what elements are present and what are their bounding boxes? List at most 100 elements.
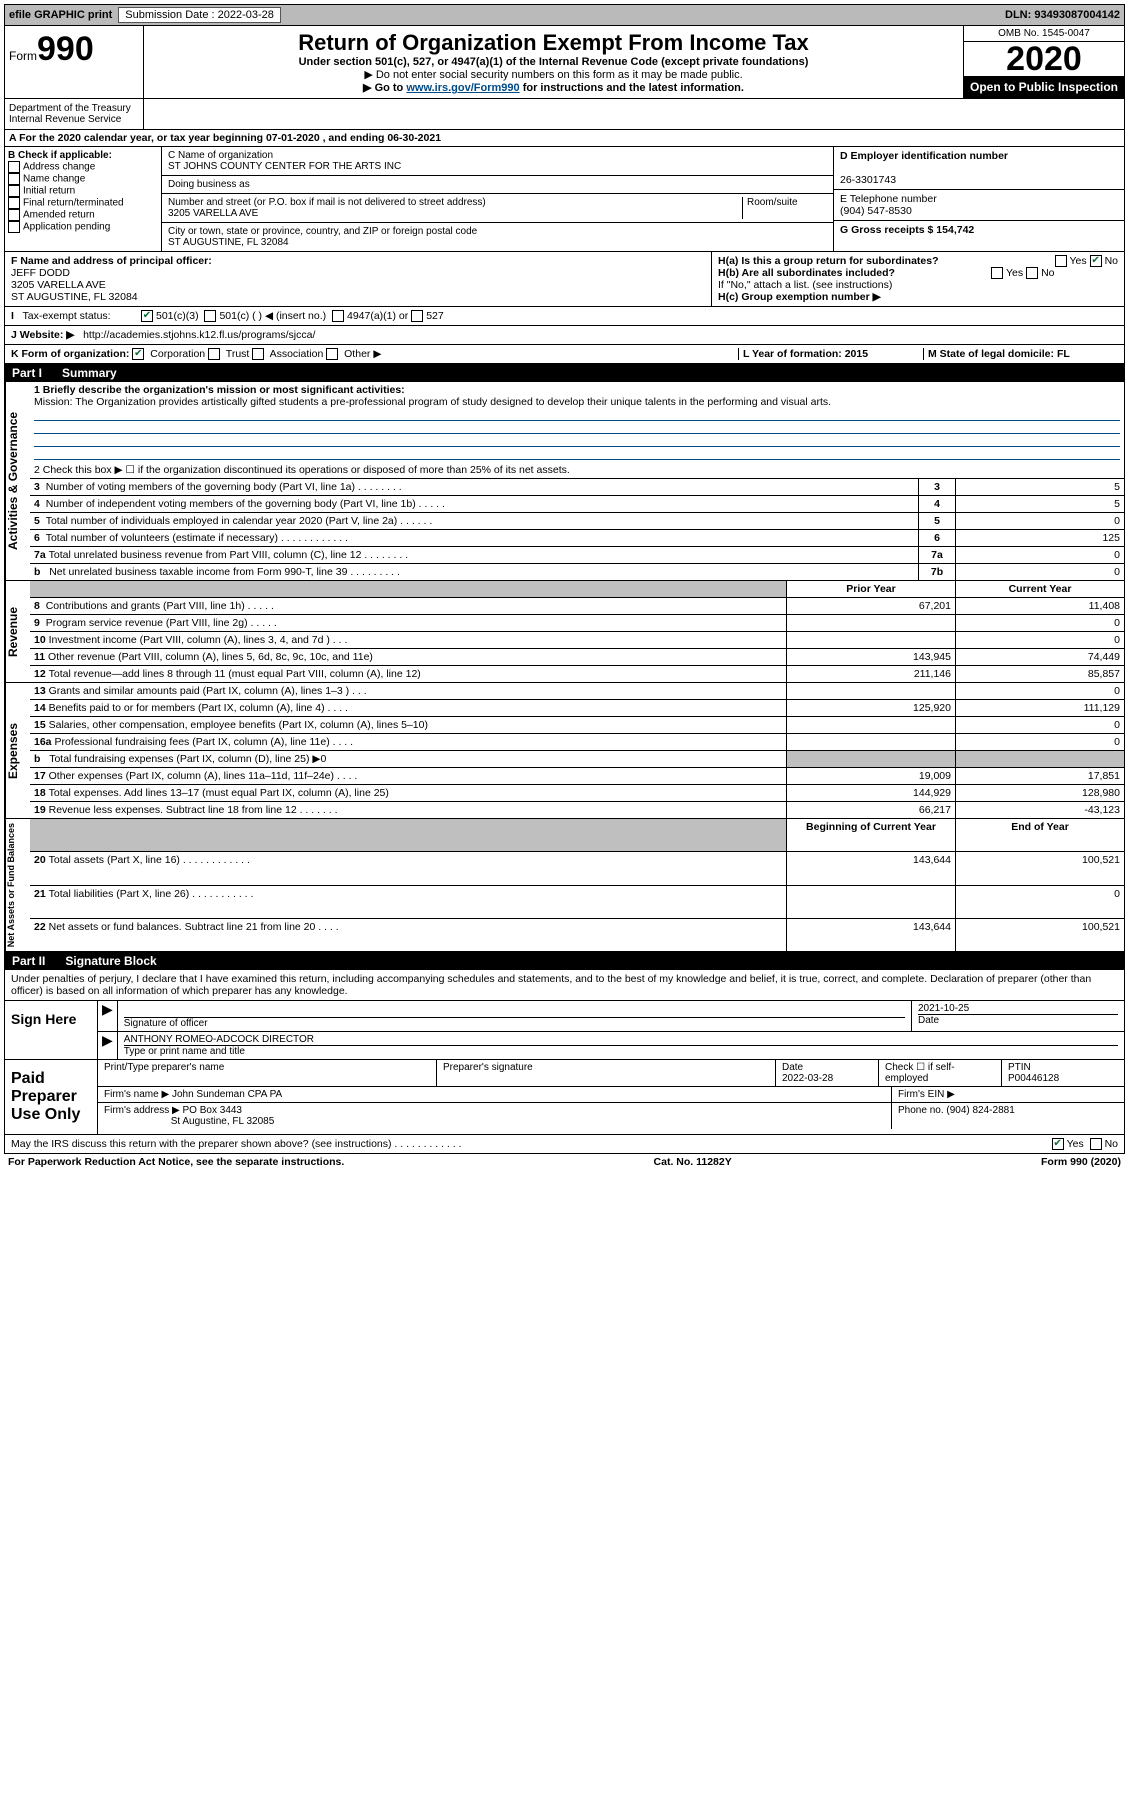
form-title: Return of Organization Exempt From Incom… — [148, 30, 959, 56]
top-bar: efile GRAPHIC print Submission Date : 20… — [4, 4, 1125, 26]
website-url: http://academies.stjohns.k12.fl.us/progr… — [83, 329, 315, 341]
table-row: 19 Revenue less expenses. Subtract line … — [30, 802, 1124, 819]
app-pending-checkbox[interactable] — [8, 221, 20, 233]
table-row: 18 Total expenses. Add lines 13–17 (must… — [30, 785, 1124, 802]
declaration-text: Under penalties of perjury, I declare th… — [4, 970, 1125, 1001]
firm-addr2: St Augustine, FL 32085 — [171, 1116, 275, 1127]
sign-here-label: Sign Here — [5, 1001, 98, 1059]
form-sub1: Under section 501(c), 527, or 4947(a)(1)… — [148, 56, 959, 68]
dba-label: Doing business as — [168, 179, 250, 190]
discuss-yes-checkbox[interactable] — [1052, 1138, 1064, 1150]
table-row: b Net unrelated business taxable income … — [30, 564, 1124, 581]
form-sub2: ▶ Do not enter social security numbers o… — [148, 68, 959, 81]
501c3-checkbox[interactable] — [141, 310, 153, 322]
table-row: 12 Total revenue—add lines 8 through 11 … — [30, 666, 1124, 683]
officer-label: F Name and address of principal officer: — [11, 255, 212, 267]
org-address: 3205 VARELLA AVE — [168, 208, 258, 219]
city-label: City or town, state or province, country… — [168, 226, 477, 237]
arrow-icon: ▶ — [98, 1001, 118, 1031]
initial-return-checkbox[interactable] — [8, 185, 20, 197]
table-row: 11 Other revenue (Part VIII, column (A),… — [30, 649, 1124, 666]
hb-line: H(b) Are all subordinates included? Yes … — [718, 267, 1118, 279]
expenses-section: Expenses 13 Grants and similar amounts p… — [4, 683, 1125, 819]
check-applicable-label: B Check if applicable: — [8, 150, 112, 161]
instructions-link[interactable]: www.irs.gov/Form990 — [406, 82, 519, 94]
form-header: Form990 Return of Organization Exempt Fr… — [4, 26, 1125, 99]
gross-receipts: G Gross receipts $ 154,742 — [840, 224, 974, 236]
527-checkbox[interactable] — [411, 310, 423, 322]
table-row: 9 Program service revenue (Part VIII, li… — [30, 615, 1124, 632]
hc-line: H(c) Group exemption number ▶ — [718, 291, 1118, 303]
net-assets-section: Net Assets or Fund Balances Beginning of… — [4, 819, 1125, 952]
tel-label: E Telephone number — [840, 193, 937, 205]
firm-phone: Phone no. (904) 824-2881 — [892, 1103, 1124, 1129]
4947-checkbox[interactable] — [332, 310, 344, 322]
table-row: 3 Number of voting members of the govern… — [30, 479, 1124, 496]
self-employed-check: Check ☐ if self-employed — [879, 1060, 1002, 1086]
signer-name-label: Type or print name and title — [124, 1046, 245, 1057]
table-row: 22 Net assets or fund balances. Subtract… — [30, 919, 1124, 952]
firm-ein-label: Firm's EIN ▶ — [892, 1087, 1124, 1102]
table-row: b Total fundraising expenses (Part IX, c… — [30, 751, 1124, 768]
firm-name: John Sundeman CPA PA — [172, 1089, 282, 1100]
table-row: 8 Contributions and grants (Part VIII, l… — [30, 598, 1124, 615]
dept-label: Department of the Treasury Internal Reve… — [5, 99, 144, 129]
trust-checkbox[interactable] — [208, 348, 220, 360]
form-label: Form990 — [9, 30, 139, 69]
table-row: 14 Benefits paid to or for members (Part… — [30, 700, 1124, 717]
addr-label: Number and street (or P.O. box if mail i… — [168, 197, 486, 208]
org-city: ST AUGUSTINE, FL 32084 — [168, 237, 289, 248]
sign-date: 2021-10-25 — [918, 1003, 1118, 1015]
addr-change-checkbox[interactable] — [8, 161, 20, 173]
table-row: 16a Professional fundraising fees (Part … — [30, 734, 1124, 751]
tel-value: (904) 547-8530 — [840, 205, 912, 217]
org-info-section: B Check if applicable: Address change Na… — [4, 147, 1125, 252]
hb-note: If "No," attach a list. (see instruction… — [718, 279, 1118, 291]
org-name: ST JOHNS COUNTY CENTER FOR THE ARTS INC — [168, 161, 401, 172]
tax-exempt-row: I Tax-exempt status: 501(c)(3) 501(c) ( … — [4, 307, 1125, 326]
efile-label: efile GRAPHIC print — [9, 9, 112, 21]
ptin-label: PTIN — [1008, 1062, 1031, 1073]
name-change-checkbox[interactable] — [8, 173, 20, 185]
officer-name: JEFF DODD — [11, 267, 70, 279]
assoc-checkbox[interactable] — [252, 348, 264, 360]
footer-right: Form 990 (2020) — [1041, 1156, 1121, 1168]
other-checkbox[interactable] — [326, 348, 338, 360]
open-inspection: Open to Public Inspection — [964, 76, 1124, 98]
paid-preparer-label: Paid Preparer Use Only — [5, 1060, 98, 1134]
tax-year: 2020 — [964, 42, 1124, 76]
revenue-label: Revenue — [5, 581, 30, 682]
dln: DLN: 93493087004142 — [1005, 9, 1120, 21]
discuss-no-checkbox[interactable] — [1090, 1138, 1102, 1150]
part1-header: Part ISummary — [4, 364, 1125, 382]
officer-addr2: ST AUGUSTINE, FL 32084 — [11, 291, 138, 303]
officer-sig-label: Signature of officer — [124, 1018, 208, 1029]
org-name-label: C Name of organization — [168, 150, 273, 161]
activities-governance-section: Activities & Governance 1 Briefly descri… — [4, 382, 1125, 581]
preparer-section: Paid Preparer Use Only Print/Type prepar… — [4, 1060, 1125, 1135]
ha-no-checkbox[interactable] — [1090, 255, 1102, 267]
hb-no-checkbox[interactable] — [1026, 267, 1038, 279]
footer-left: For Paperwork Reduction Act Notice, see … — [8, 1156, 344, 1168]
ptin-value: P00446128 — [1008, 1073, 1059, 1084]
501c-checkbox[interactable] — [204, 310, 216, 322]
revenue-section: Revenue Prior YearCurrent Year 8 Contrib… — [4, 581, 1125, 683]
tax-year-line: A For the 2020 calendar year, or tax yea… — [4, 130, 1125, 147]
prep-sig-label: Preparer's signature — [437, 1060, 776, 1086]
table-row: 15 Salaries, other compensation, employe… — [30, 717, 1124, 734]
year-formation: L Year of formation: 2015 — [743, 348, 868, 360]
ein-label: D Employer identification number — [840, 150, 1008, 162]
final-return-checkbox[interactable] — [8, 197, 20, 209]
hb-yes-checkbox[interactable] — [991, 267, 1003, 279]
mission-text: Mission: The Organization provides artis… — [34, 396, 831, 408]
page-footer: For Paperwork Reduction Act Notice, see … — [4, 1154, 1125, 1170]
state-domicile: M State of legal domicile: FL — [928, 348, 1070, 360]
table-row: 10 Investment income (Part VIII, column … — [30, 632, 1124, 649]
ha-yes-checkbox[interactable] — [1055, 255, 1067, 267]
table-row: 6 Total number of volunteers (estimate i… — [30, 530, 1124, 547]
corp-checkbox[interactable] — [132, 348, 144, 360]
ha-line: H(a) Is this a group return for subordin… — [718, 255, 1118, 267]
form-org-row: K Form of organization: Corporation Trus… — [4, 345, 1125, 364]
prep-date-label: Date — [782, 1062, 803, 1073]
amended-return-checkbox[interactable] — [8, 209, 20, 221]
